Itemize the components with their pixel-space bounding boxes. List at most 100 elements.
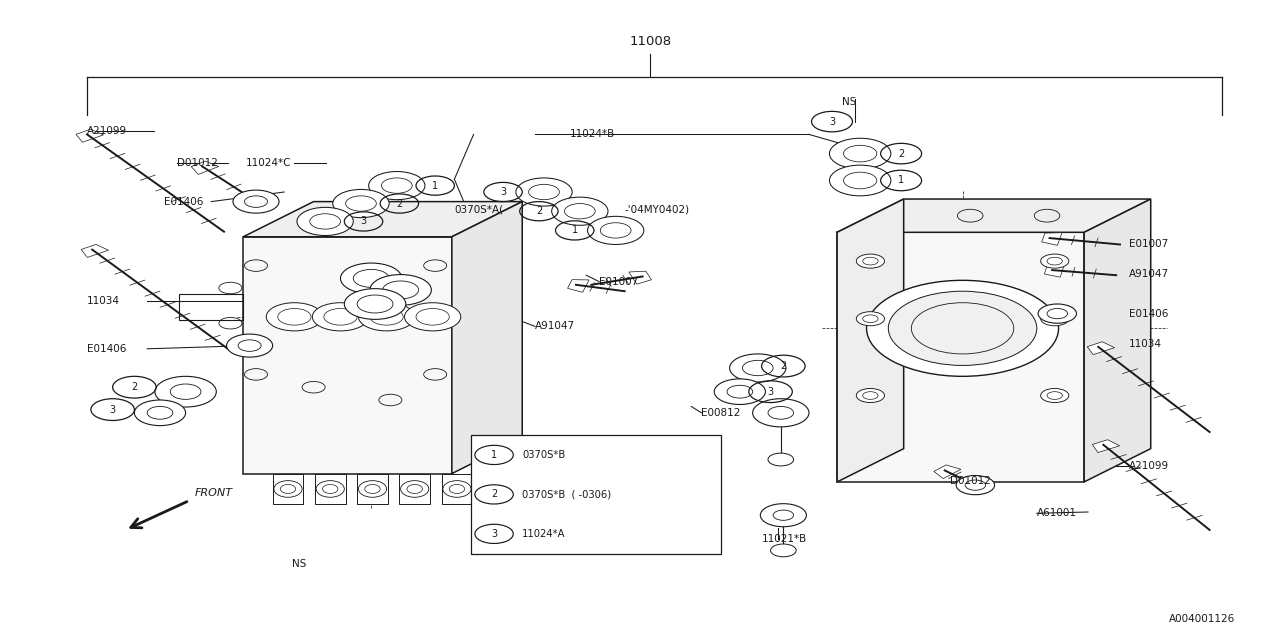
Circle shape xyxy=(829,165,891,196)
Text: A91047: A91047 xyxy=(1129,269,1169,279)
Circle shape xyxy=(867,280,1059,376)
Circle shape xyxy=(856,312,884,326)
Circle shape xyxy=(888,291,1037,365)
Text: NS: NS xyxy=(842,97,856,108)
Circle shape xyxy=(957,209,983,222)
Polygon shape xyxy=(191,161,219,174)
Circle shape xyxy=(768,453,794,466)
Text: FRONT: FRONT xyxy=(195,488,233,498)
Text: 3: 3 xyxy=(768,387,773,397)
Text: 11024*C: 11024*C xyxy=(246,158,292,168)
Circle shape xyxy=(358,303,415,331)
Polygon shape xyxy=(837,232,1084,482)
Circle shape xyxy=(1041,312,1069,326)
Text: E00812: E00812 xyxy=(701,408,741,418)
Text: 1: 1 xyxy=(433,180,438,191)
Circle shape xyxy=(588,216,644,244)
Text: A61001: A61001 xyxy=(1037,508,1076,518)
Polygon shape xyxy=(81,244,109,257)
Text: 11034: 11034 xyxy=(1129,339,1162,349)
Circle shape xyxy=(856,388,884,403)
Circle shape xyxy=(340,263,402,294)
Polygon shape xyxy=(1084,199,1151,482)
Polygon shape xyxy=(452,202,522,474)
Polygon shape xyxy=(357,474,388,504)
Circle shape xyxy=(1041,388,1069,403)
Polygon shape xyxy=(273,474,303,504)
Circle shape xyxy=(1041,254,1069,268)
Text: 2: 2 xyxy=(536,206,541,216)
Text: 2: 2 xyxy=(132,382,137,392)
Circle shape xyxy=(1038,304,1076,323)
Text: E01007: E01007 xyxy=(599,276,639,287)
Polygon shape xyxy=(315,474,346,504)
Text: 3: 3 xyxy=(492,529,497,539)
Text: 2: 2 xyxy=(899,148,904,159)
Circle shape xyxy=(516,178,572,206)
Circle shape xyxy=(956,476,995,495)
Text: A21099: A21099 xyxy=(87,126,127,136)
Text: 11021*B: 11021*B xyxy=(762,534,806,544)
Text: E01406: E01406 xyxy=(164,196,204,207)
Circle shape xyxy=(753,399,809,427)
Polygon shape xyxy=(628,271,652,284)
Text: A004001126: A004001126 xyxy=(1169,614,1235,624)
Circle shape xyxy=(829,138,891,169)
Polygon shape xyxy=(1087,342,1115,355)
Text: D01012: D01012 xyxy=(950,476,991,486)
Polygon shape xyxy=(442,474,472,504)
Text: 11034: 11034 xyxy=(87,296,120,306)
Polygon shape xyxy=(1092,440,1120,452)
Polygon shape xyxy=(399,474,430,504)
Text: E01406: E01406 xyxy=(87,344,127,354)
Circle shape xyxy=(134,400,186,426)
Text: 3: 3 xyxy=(829,116,835,127)
Polygon shape xyxy=(243,202,522,237)
Circle shape xyxy=(227,334,273,357)
Text: -'04MY0402): -'04MY0402) xyxy=(625,205,690,215)
Circle shape xyxy=(404,303,461,331)
Text: D01012: D01012 xyxy=(177,158,218,168)
Bar xyxy=(471,435,721,554)
Text: 1: 1 xyxy=(899,175,904,186)
Text: 1: 1 xyxy=(492,450,497,460)
Text: A91047: A91047 xyxy=(535,321,575,332)
Text: 2: 2 xyxy=(781,361,786,371)
Text: 0370S*B  ( -0306): 0370S*B ( -0306) xyxy=(522,490,612,499)
Polygon shape xyxy=(567,280,589,292)
Circle shape xyxy=(730,354,786,382)
Text: 2: 2 xyxy=(492,490,497,499)
Circle shape xyxy=(370,275,431,305)
Text: 2: 2 xyxy=(397,198,402,209)
Polygon shape xyxy=(837,199,904,482)
Circle shape xyxy=(233,190,279,213)
Text: 11024*B: 11024*B xyxy=(570,129,614,140)
Circle shape xyxy=(155,376,216,407)
Circle shape xyxy=(1034,209,1060,222)
Circle shape xyxy=(771,544,796,557)
Circle shape xyxy=(333,189,389,218)
Text: 3: 3 xyxy=(500,187,506,197)
Text: 11008: 11008 xyxy=(630,35,671,48)
Polygon shape xyxy=(1044,264,1064,277)
Text: A21099: A21099 xyxy=(1129,461,1169,471)
Polygon shape xyxy=(934,465,961,479)
Text: 0370S*B: 0370S*B xyxy=(522,450,566,460)
Circle shape xyxy=(552,197,608,225)
Circle shape xyxy=(344,289,406,319)
Text: 3: 3 xyxy=(110,404,115,415)
Circle shape xyxy=(714,379,765,404)
Circle shape xyxy=(760,504,806,527)
Circle shape xyxy=(297,207,353,236)
Polygon shape xyxy=(837,199,1151,232)
Text: E01406: E01406 xyxy=(1129,308,1169,319)
Polygon shape xyxy=(243,237,452,474)
Polygon shape xyxy=(1042,233,1062,245)
Circle shape xyxy=(844,172,877,189)
Circle shape xyxy=(369,172,425,200)
Text: 3: 3 xyxy=(361,216,366,227)
Text: 11024*A: 11024*A xyxy=(522,529,566,539)
Circle shape xyxy=(844,145,877,162)
Text: 1: 1 xyxy=(572,225,577,236)
Text: 0370S*A(: 0370S*A( xyxy=(454,205,503,215)
